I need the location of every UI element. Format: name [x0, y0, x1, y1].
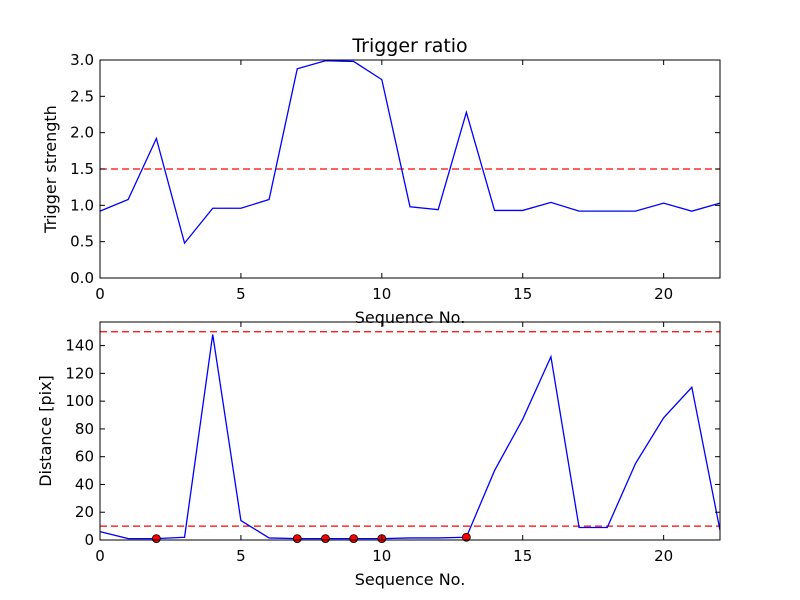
x-tick-label: 15 — [513, 547, 532, 565]
y-tick-label: 120 — [65, 364, 94, 382]
data-point-marker — [461, 532, 471, 542]
plot-area — [99, 60, 721, 245]
x-axis-label: Sequence No. — [355, 570, 466, 589]
y-tick-label: 0.5 — [70, 233, 94, 251]
plot-area — [99, 331, 721, 544]
data-point-marker — [292, 534, 302, 544]
y-tick-label: 140 — [65, 337, 94, 355]
x-tick-label: 0 — [95, 285, 105, 303]
x-tick-label: 5 — [236, 547, 246, 565]
series-line — [99, 334, 721, 540]
tick-group: 0 5 10 15 20 0.0 0.5 1.0 1.5 2.0 2.5 3.0 — [70, 51, 720, 303]
y-tick-label: 1.5 — [70, 160, 94, 178]
x-tick-label: 5 — [236, 285, 246, 303]
x-tick-label: 0 — [95, 547, 105, 565]
x-tick-label: 10 — [372, 547, 391, 565]
y-tick-label: 0 — [84, 531, 94, 549]
x-tick-label: 10 — [372, 285, 391, 303]
y-axis-label: Distance [pix] — [36, 375, 55, 487]
x-tick-label: 20 — [654, 547, 673, 565]
axes-frame — [99, 321, 721, 541]
y-tick-label: 60 — [75, 448, 94, 466]
x-tick-label: 20 — [654, 285, 673, 303]
y-tick-label: 2.0 — [70, 124, 94, 142]
x-axis-label: Sequence No. — [355, 308, 466, 327]
y-tick-label: 0.0 — [70, 269, 94, 287]
data-point-marker — [151, 534, 161, 544]
series-line — [99, 60, 721, 245]
y-axis-label: Trigger strength — [41, 105, 60, 234]
x-tick-label: 15 — [513, 285, 532, 303]
y-tick-label: 80 — [75, 420, 94, 438]
tick-group: 0 5 10 15 20 0 20 40 60 80 100 120 140 — [65, 322, 720, 565]
y-tick-label: 20 — [75, 503, 94, 521]
data-point-marker — [321, 534, 330, 544]
y-tick-label: 100 — [65, 392, 94, 410]
y-tick-label: 3.0 — [70, 51, 94, 69]
y-tick-label: 2.5 — [70, 87, 94, 105]
chart-title: Trigger ratio — [351, 35, 467, 57]
data-point-marker — [349, 534, 359, 544]
y-tick-label: 1.0 — [70, 196, 94, 214]
y-tick-label: 40 — [75, 475, 94, 493]
